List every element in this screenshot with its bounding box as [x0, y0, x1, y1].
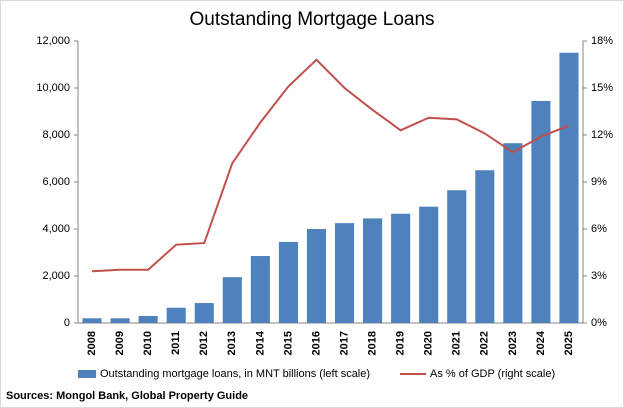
x-tick-label: 2015	[282, 331, 294, 355]
y2-tick-label: 0%	[591, 317, 607, 329]
x-tick-label: 2008	[86, 331, 98, 355]
y-tick-label: 8,000	[42, 129, 70, 141]
x-tick-label: 2017	[338, 331, 350, 355]
x-tick-label: 2016	[310, 331, 322, 355]
bar	[447, 190, 467, 323]
y2-tick-label: 18%	[591, 35, 613, 47]
legend-label: Outstanding mortgage loans, in MNT billi…	[100, 368, 370, 380]
source-note: Sources: Mongol Bank, Global Property Gu…	[6, 390, 248, 402]
bar	[278, 241, 298, 323]
x-tick-label: 2012	[198, 331, 210, 355]
x-tick-label: 2010	[142, 331, 154, 355]
y2-tick-label: 6%	[591, 223, 607, 235]
bar	[250, 256, 270, 323]
bar	[503, 143, 523, 323]
x-tick-label: 2019	[395, 331, 407, 355]
x-tick-label: 2014	[254, 330, 266, 355]
y-tick-label: 12,000	[36, 35, 70, 47]
bar	[559, 52, 579, 323]
bar	[475, 170, 495, 323]
x-tick-label: 2025	[563, 331, 575, 355]
y2-tick-label: 3%	[591, 270, 607, 282]
x-tick-label: 2013	[226, 331, 238, 355]
x-tick-label: 2022	[479, 331, 491, 355]
y-tick-label: 2,000	[42, 270, 70, 282]
bar	[391, 213, 411, 323]
y-tick-label: 6,000	[42, 176, 70, 188]
legend-swatch	[78, 370, 96, 378]
x-tick-label: 2011	[170, 331, 182, 355]
y-tick-label: 0	[64, 317, 70, 329]
legend-label: As % of GDP (right scale)	[430, 368, 555, 380]
bar	[531, 100, 551, 323]
y2-tick-label: 12%	[591, 129, 613, 141]
x-tick-label: 2023	[507, 331, 519, 355]
x-tick-label: 2021	[451, 331, 463, 355]
bar	[363, 218, 383, 323]
bar	[138, 315, 158, 323]
bar	[334, 223, 355, 323]
y-tick-label: 4,000	[42, 223, 70, 235]
bar	[166, 307, 186, 323]
bar	[82, 318, 102, 323]
x-tick-label: 2024	[535, 330, 547, 355]
y2-tick-label: 9%	[591, 176, 607, 188]
x-tick-label: 2018	[366, 331, 378, 355]
x-tick-label: 2020	[423, 331, 435, 355]
bar	[222, 277, 242, 323]
y2-tick-label: 15%	[591, 82, 613, 94]
bar	[419, 206, 439, 323]
bar	[306, 229, 327, 323]
chart-title: Outstanding Mortgage Loans	[189, 9, 434, 30]
bar	[110, 318, 130, 323]
y-tick-label: 10,000	[36, 82, 70, 94]
line	[91, 58, 570, 273]
x-tick-label: 2009	[114, 331, 126, 355]
bar	[194, 303, 214, 323]
